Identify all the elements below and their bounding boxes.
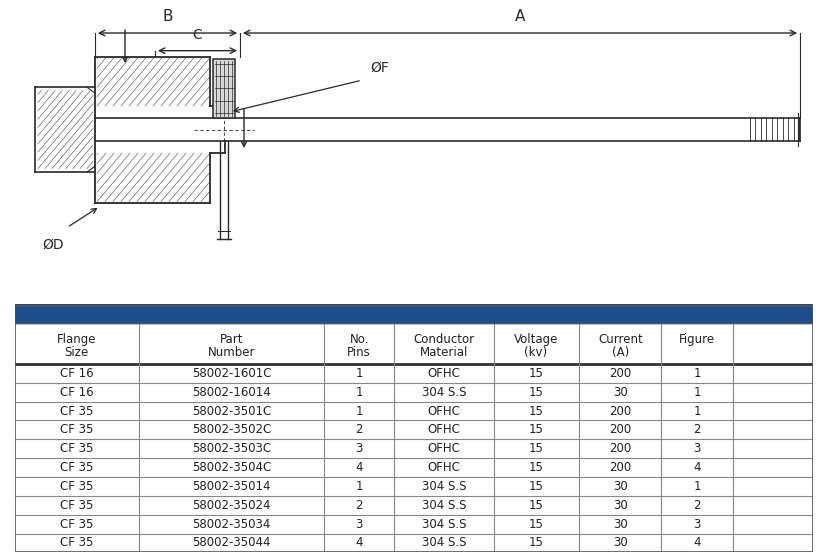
Text: ØD: ØD	[42, 238, 64, 252]
Text: 15: 15	[528, 499, 543, 512]
Text: Current: Current	[597, 333, 642, 346]
Text: CF 35: CF 35	[60, 518, 93, 531]
Text: 1: 1	[355, 367, 362, 380]
Text: 3: 3	[355, 442, 362, 455]
Text: 200: 200	[609, 442, 631, 455]
Text: 1: 1	[693, 367, 700, 380]
Text: 58002-3501C: 58002-3501C	[192, 405, 270, 417]
Text: A: A	[514, 8, 524, 23]
Text: CF 35: CF 35	[60, 499, 93, 512]
Text: OFHC: OFHC	[427, 405, 460, 417]
Text: CF 35: CF 35	[60, 442, 93, 455]
Text: 3: 3	[693, 518, 700, 531]
Text: OFHC: OFHC	[427, 442, 460, 455]
Text: 200: 200	[609, 367, 631, 380]
Text: 30: 30	[613, 386, 627, 398]
Text: B: B	[162, 8, 173, 23]
Text: Figure: Figure	[678, 333, 715, 346]
Text: 58002-3502C: 58002-3502C	[192, 424, 270, 436]
Text: 15: 15	[528, 424, 543, 436]
Text: 58002-1601C: 58002-1601C	[191, 367, 270, 380]
Text: 58002-3504C: 58002-3504C	[192, 461, 270, 474]
Text: 1: 1	[693, 480, 700, 493]
Text: 58002-16014: 58002-16014	[192, 386, 270, 398]
Text: OFHC: OFHC	[427, 424, 460, 436]
Text: 200: 200	[609, 461, 631, 474]
Text: CF 35: CF 35	[60, 424, 93, 436]
Text: 200: 200	[609, 405, 631, 417]
Text: (kv): (kv)	[523, 347, 547, 359]
Text: 1: 1	[355, 405, 362, 417]
Text: 30: 30	[613, 499, 627, 512]
Text: (A): (A)	[611, 347, 629, 359]
Text: 30: 30	[613, 536, 627, 550]
Text: ØF: ØF	[370, 60, 389, 74]
Text: 3: 3	[355, 518, 362, 531]
Text: Pins: Pins	[347, 347, 370, 359]
Text: 30: 30	[613, 480, 627, 493]
Text: Part: Part	[219, 333, 243, 346]
Text: 4: 4	[355, 536, 362, 550]
Text: 15: 15	[528, 461, 543, 474]
Text: 3: 3	[693, 442, 700, 455]
Text: 2: 2	[355, 499, 362, 512]
Text: CF 35: CF 35	[60, 480, 93, 493]
Text: 304 S.S: 304 S.S	[421, 386, 466, 398]
Text: Material: Material	[419, 347, 467, 359]
Text: Number: Number	[208, 347, 255, 359]
Text: CF 35: CF 35	[60, 405, 93, 417]
Text: 58002-35024: 58002-35024	[192, 499, 270, 512]
Text: 1: 1	[693, 405, 700, 417]
Bar	[213, 59, 235, 118]
Text: Voltage: Voltage	[513, 333, 557, 346]
Text: 1: 1	[693, 386, 700, 398]
Text: Conductor: Conductor	[413, 333, 474, 346]
Text: Size: Size	[65, 347, 88, 359]
Text: 15: 15	[528, 442, 543, 455]
Text: 2: 2	[693, 499, 700, 512]
Text: CF 35: CF 35	[60, 536, 93, 550]
Text: 4: 4	[693, 536, 700, 550]
Text: 2: 2	[355, 424, 362, 436]
Text: OFHC: OFHC	[427, 367, 460, 380]
Text: 15: 15	[528, 386, 543, 398]
Text: 2: 2	[693, 424, 700, 436]
Text: CF 35: CF 35	[60, 461, 93, 474]
Text: 15: 15	[528, 405, 543, 417]
Text: 58002-3503C: 58002-3503C	[192, 442, 270, 455]
Text: 4: 4	[355, 461, 362, 474]
Text: 15: 15	[528, 480, 543, 493]
Text: OFHC: OFHC	[427, 461, 460, 474]
Text: 15: 15	[528, 536, 543, 550]
Text: 58002-35044: 58002-35044	[192, 536, 270, 550]
Text: Flange: Flange	[57, 333, 97, 346]
Text: 15: 15	[528, 518, 543, 531]
Text: C: C	[193, 28, 202, 42]
Text: 304 S.S: 304 S.S	[421, 480, 466, 493]
Text: 4: 4	[693, 461, 700, 474]
Text: 1: 1	[355, 386, 362, 398]
Text: 304 S.S: 304 S.S	[421, 518, 466, 531]
Text: No.: No.	[349, 333, 368, 346]
Text: 304 S.S: 304 S.S	[421, 536, 466, 550]
Text: 15: 15	[528, 367, 543, 380]
Text: CF 16: CF 16	[60, 386, 93, 398]
Text: 58002-35034: 58002-35034	[192, 518, 270, 531]
Bar	[15, 300, 812, 323]
Text: CF 16: CF 16	[60, 367, 93, 380]
Text: 58002-35014: 58002-35014	[192, 480, 270, 493]
Text: 304 S.S: 304 S.S	[421, 499, 466, 512]
Text: 200: 200	[609, 424, 631, 436]
Text: 1: 1	[355, 480, 362, 493]
Text: 30: 30	[613, 518, 627, 531]
